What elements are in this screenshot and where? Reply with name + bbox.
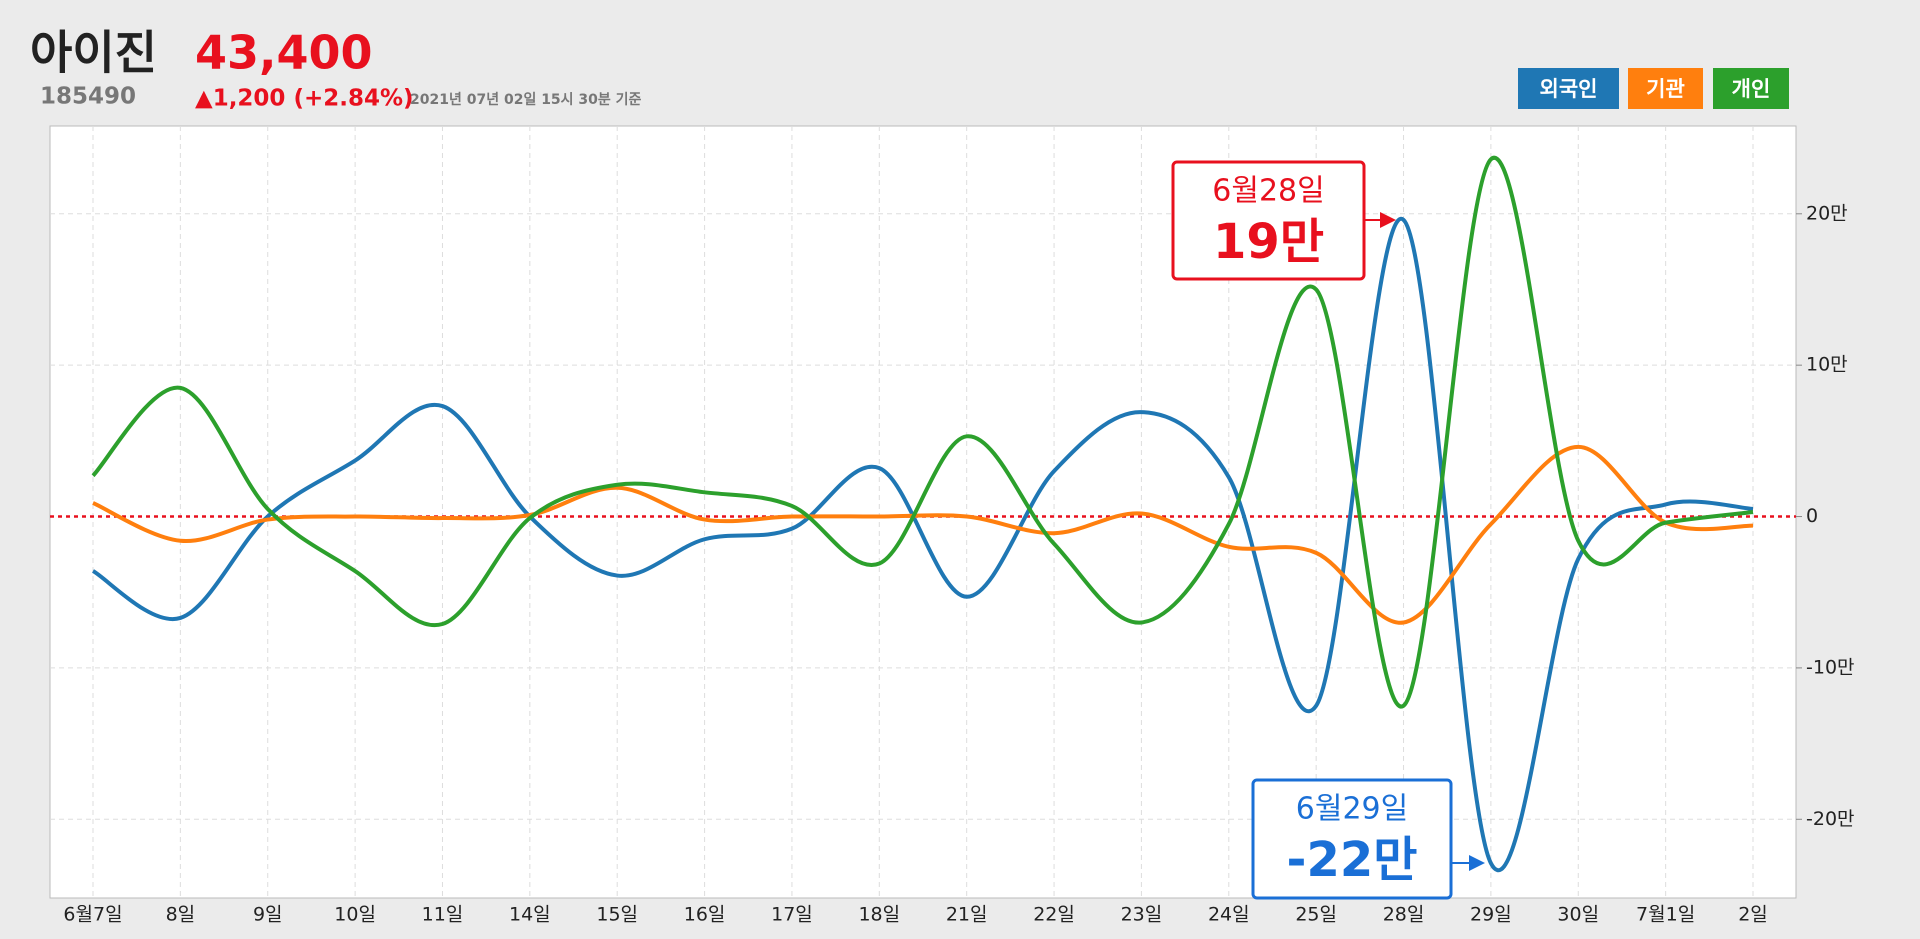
x-tick-label: 22일	[1033, 904, 1075, 926]
x-tick-label: 10일	[334, 904, 376, 926]
annotation-box	[1251, 778, 1453, 900]
annotation-arrowhead	[1380, 212, 1396, 228]
series-line	[91, 217, 1754, 873]
x-tick-label: 11일	[422, 904, 464, 926]
stock-name: 아이진	[30, 26, 157, 80]
x-tick-label: 6월7일	[63, 904, 122, 926]
annotation-amount: 19만	[1213, 214, 1324, 270]
timestamp: 2021년 07년 02일 15시 30분 기준	[410, 92, 642, 108]
series-line	[92, 444, 1754, 625]
legend-label[interactable]: 외국인	[1540, 77, 1598, 101]
legend-box[interactable]	[1713, 68, 1789, 109]
legend-label[interactable]: 기관	[1646, 77, 1685, 101]
y-tick-label: 10만	[1806, 354, 1848, 376]
x-tick-label: 30일	[1557, 904, 1599, 926]
legend-box[interactable]	[1628, 68, 1703, 109]
y-tick-label: -20만	[1806, 808, 1855, 830]
x-tick-label: 18일	[858, 904, 900, 926]
legend-box[interactable]	[1518, 68, 1619, 109]
x-tick-label: 25일	[1295, 904, 1337, 926]
legend-label[interactable]: 개인	[1732, 77, 1771, 101]
annotation-date: 6월28일	[1212, 174, 1324, 209]
plot-area	[49, 125, 1797, 899]
x-tick-label: 7월1일	[1636, 904, 1695, 926]
x-tick-label: 21일	[946, 904, 988, 926]
series-line	[91, 155, 1754, 709]
price: 43,400	[195, 26, 373, 80]
x-tick-label: 8일	[166, 904, 196, 926]
y-tick-label: -10만	[1806, 656, 1855, 678]
x-tick-label: 9일	[253, 904, 283, 926]
x-tick-label: 23일	[1121, 904, 1163, 926]
x-tick-label: 29일	[1470, 904, 1512, 926]
y-tick-label: 20만	[1806, 202, 1848, 224]
x-tick-label: 24일	[1208, 904, 1250, 926]
annotation-arrowhead	[1469, 855, 1485, 871]
annotation-date: 6월29일	[1296, 792, 1408, 827]
x-tick-label: 2일	[1738, 904, 1768, 926]
annotation-amount: -22만	[1287, 832, 1418, 888]
x-tick-label: 16일	[684, 904, 726, 926]
x-tick-label: 14일	[509, 904, 551, 926]
x-tick-label: 28일	[1383, 904, 1425, 926]
x-tick-label: 15일	[596, 904, 638, 926]
x-tick-label: 17일	[771, 904, 813, 926]
y-tick-label: 0	[1806, 505, 1818, 527]
stock-code: 185490	[40, 84, 136, 110]
price-change: ▲1,200 (+2.84%)	[195, 86, 414, 112]
